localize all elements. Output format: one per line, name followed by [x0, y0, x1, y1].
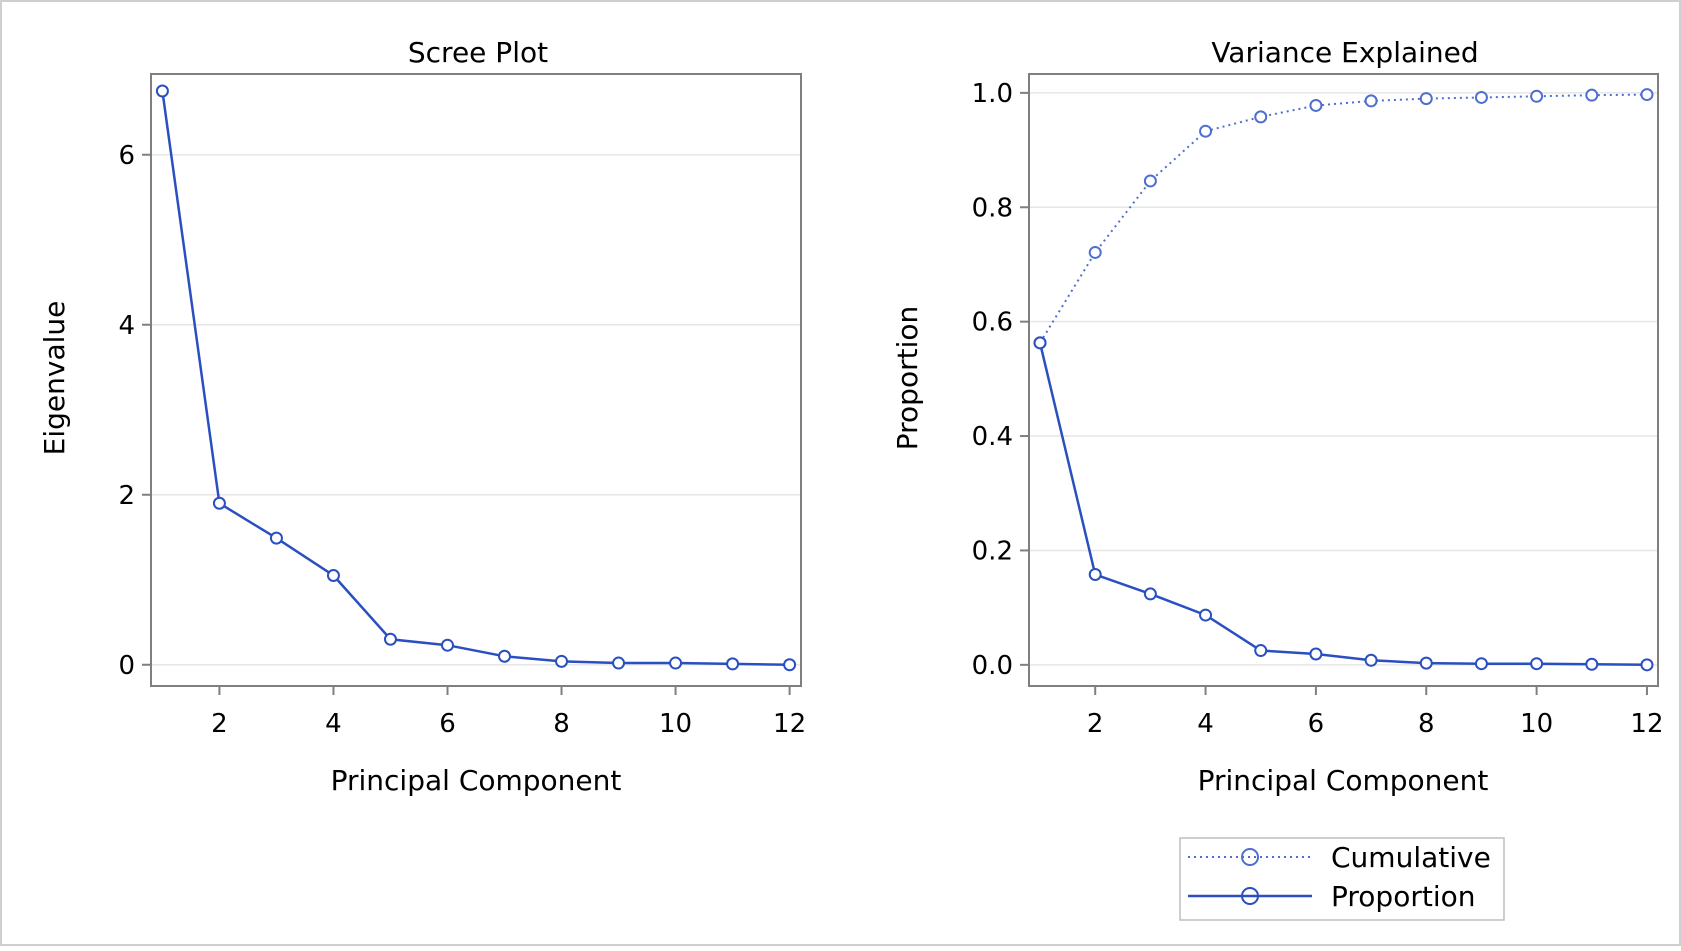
proportion-point: [1585, 657, 1599, 671]
data-point: [326, 569, 340, 582]
y-tick-label: 0.6: [972, 308, 1013, 338]
cumulative-point: [1364, 94, 1378, 108]
x-tick-label: 12: [1630, 709, 1663, 739]
proportion-point: [1364, 653, 1378, 667]
cumulative-line: [1039, 93, 1648, 344]
proportion-point: [1254, 644, 1268, 658]
x-tick-label: 8: [1418, 709, 1435, 739]
x-tick-label: 2: [1087, 709, 1104, 739]
proportion-point: [1088, 567, 1102, 581]
scree-plot-panel: Scree Plot 0 2 4 6 2 4 6 8 10 12 Principal Compo…: [38, 36, 806, 797]
data-point: [440, 638, 454, 652]
data-point: [555, 654, 569, 668]
legend-frame: [1179, 837, 1505, 921]
legend-cumulative-marker: [1241, 848, 1259, 866]
proportion-point: [1530, 657, 1544, 671]
x-tick-label: 10: [659, 709, 692, 739]
y-axis-label: Eigenvalue: [38, 301, 71, 456]
y-tick-label: 2: [118, 481, 135, 511]
x-axis-label: Principal Component: [331, 764, 622, 797]
data-point: [726, 657, 740, 671]
proportion-point: [1143, 587, 1157, 601]
proportion-point: [1199, 608, 1213, 622]
data-point: [783, 658, 797, 672]
variance-explained-panel: Variance Explained 0.0 0.2 0.4 0.6 0.8 1.0 2 4…: [891, 36, 1664, 921]
x-axis-ticks: 2 4 6 8 10 12: [1087, 686, 1664, 739]
proportion-point: [1640, 658, 1654, 672]
x-tick-label: 6: [439, 709, 456, 739]
proportion-point: [1419, 656, 1433, 670]
cumulative-point: [1199, 124, 1213, 138]
cumulative-point: [1585, 88, 1599, 102]
plot-frame: [1028, 73, 1659, 687]
data-point: [612, 656, 626, 670]
cumulative-point: [1143, 174, 1157, 188]
cumulative-point: [1640, 88, 1654, 102]
data-point: [269, 531, 283, 545]
chart-title: Variance Explained: [1211, 36, 1478, 69]
proportion-point: [1474, 657, 1488, 671]
y-axis-ticks: 0.0 0.2 0.4 0.6 0.8 1.0: [972, 79, 1029, 681]
y-tick-label: 0.8: [972, 193, 1013, 223]
y-tick-label: 0.2: [972, 536, 1013, 566]
x-axis-label: Principal Component: [1198, 764, 1489, 797]
cumulative-point: [1419, 92, 1433, 106]
proportion-line: [1038, 342, 1648, 667]
x-tick-label: 12: [773, 709, 806, 739]
cumulative-point: [1088, 245, 1102, 259]
y-tick-label: 0: [118, 651, 135, 681]
legend: Cumulative Proportion: [1179, 837, 1505, 921]
cumulative-point: [1530, 89, 1544, 103]
proportion-point: [1309, 647, 1323, 661]
series-layer: [1033, 88, 1654, 672]
x-tick-label: 8: [553, 709, 570, 739]
data-point: [155, 84, 169, 98]
plot-frame: [150, 73, 802, 687]
legend-cumulative-label: Cumulative: [1331, 841, 1491, 874]
cumulative-point: [1254, 110, 1268, 124]
y-tick-label: 0.4: [972, 422, 1013, 452]
gridlines: [1029, 92, 1658, 666]
cumulative-point: [1474, 90, 1488, 104]
gridlines: [151, 154, 801, 666]
legend-proportion-label: Proportion: [1331, 880, 1475, 913]
data-point: [212, 496, 226, 510]
y-tick-label: 0.0: [972, 651, 1013, 681]
y-axis-label: Proportion: [891, 306, 924, 450]
x-tick-label: 6: [1308, 709, 1325, 739]
x-tick-label: 4: [325, 709, 342, 739]
y-tick-label: 4: [118, 311, 135, 341]
proportion-point: [1033, 336, 1047, 350]
data-point: [498, 649, 512, 663]
x-tick-label: 10: [1520, 709, 1553, 739]
x-tick-label: 2: [211, 709, 228, 739]
chart-title: Scree Plot: [408, 36, 548, 69]
x-axis-ticks: 2 4 6 8 10 12: [211, 686, 806, 739]
y-tick-label: 6: [118, 141, 135, 171]
data-point: [669, 656, 683, 670]
data-point: [383, 632, 397, 646]
legend-proportion-marker: [1241, 887, 1259, 905]
cumulative-point: [1309, 98, 1323, 112]
series-line: [161, 90, 790, 667]
y-tick-label: 1.0: [972, 79, 1013, 109]
x-tick-label: 4: [1197, 709, 1214, 739]
y-axis-ticks: 0 2 4 6: [118, 141, 151, 681]
series-layer: [155, 84, 797, 672]
